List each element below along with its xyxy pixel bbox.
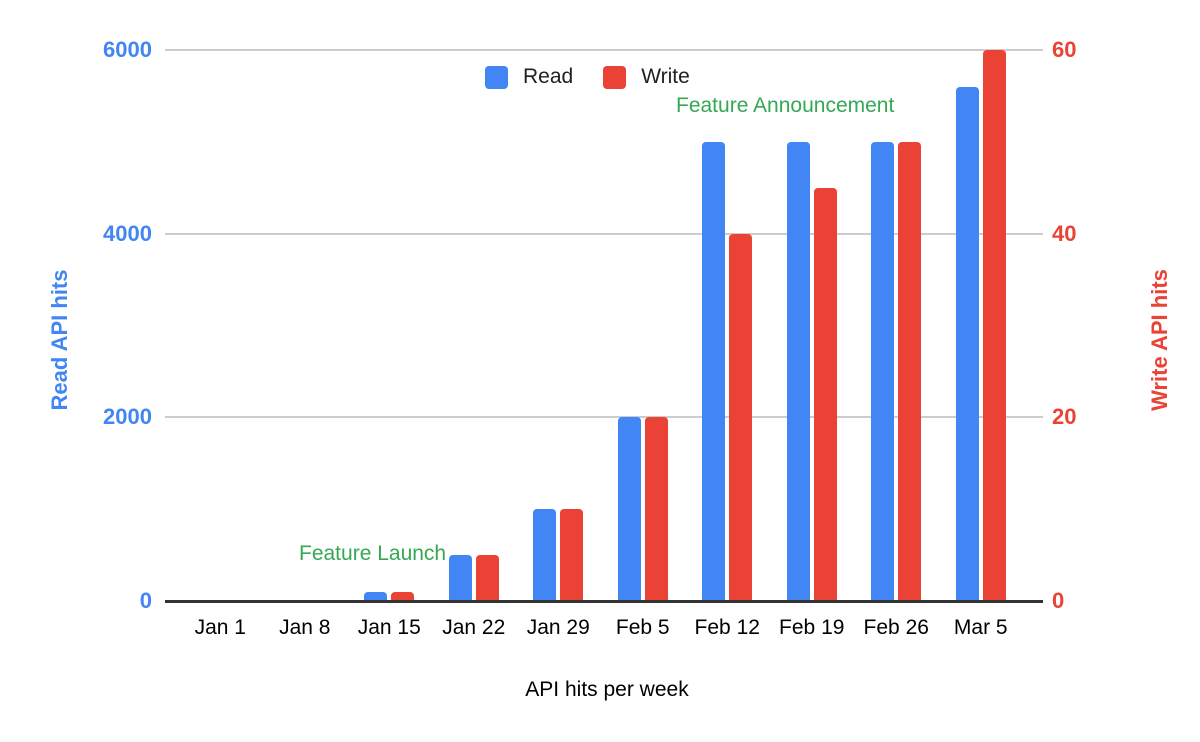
right-axis-title: Write API hits (1147, 269, 1172, 411)
bar-write-feb-26[interactable] (898, 141, 922, 601)
x-axis-tick-label: Mar 5 (953, 616, 1008, 639)
bar-write-feb-19[interactable] (813, 187, 837, 601)
bar-read-jan-15[interactable] (364, 591, 388, 601)
legend-label-read: Read (523, 65, 574, 88)
bar-read-feb-12[interactable] (702, 141, 726, 601)
bar-group-jan-22 (432, 50, 517, 601)
annotation-feature-launch: Feature Launch (299, 542, 447, 565)
right-axis-tick-label: 40 (1052, 220, 1077, 246)
left-axis-title: Read API hits (47, 269, 72, 411)
bar-group-mar-5 (939, 50, 1024, 601)
bar-group-feb-19 (770, 50, 855, 601)
bar-read-feb-5[interactable] (617, 417, 641, 601)
right-axis-tick-label: 60 (1052, 37, 1077, 62)
bar-group-jan-8 (263, 50, 348, 601)
bar-write-jan-15[interactable] (391, 591, 415, 601)
x-axis-tick-label: Jan 15 (357, 616, 421, 639)
read-series-swatch (485, 65, 508, 89)
gridline (165, 49, 1043, 51)
x-axis-baseline (165, 599, 1043, 603)
left-axis-tick-label: 0 (139, 588, 152, 613)
left-axis-tick-label: 6000 (103, 37, 152, 62)
bar-group-jan-29 (516, 50, 601, 601)
x-axis-tick-label: Feb 5 (615, 616, 670, 639)
x-axis-tick-label: Jan 29 (526, 616, 590, 639)
legend: Read Write (485, 65, 690, 89)
right-axis-tick-label: 20 (1052, 404, 1077, 430)
bar-read-mar-5[interactable] (955, 86, 979, 601)
x-axis-tick-label: Jan 22 (442, 616, 506, 639)
write-series-swatch (603, 65, 627, 89)
legend-item-read[interactable]: Read (485, 65, 573, 89)
annotation-feature-announcement: Feature Announcement (676, 94, 895, 117)
bar-read-jan-29[interactable] (533, 509, 557, 601)
bar-write-jan-29[interactable] (560, 509, 584, 601)
x-axis-tick-label: Jan 1 (194, 616, 246, 639)
gridline (165, 232, 1043, 235)
left-axis-tick-label: 2000 (103, 404, 152, 430)
x-axis-tick-label: Jan 8 (279, 616, 331, 639)
bar-read-feb-26[interactable] (871, 141, 895, 601)
bar-group-feb-5 (601, 50, 686, 601)
legend-label-write: Write (641, 65, 690, 88)
x-axis-tick-label: Feb 19 (779, 616, 845, 639)
bar-write-feb-5[interactable] (644, 417, 668, 601)
bar-write-mar-5[interactable] (982, 50, 1006, 601)
bar-read-jan-22[interactable] (448, 555, 472, 601)
gridline (165, 416, 1043, 419)
right-axis-tick-label: 0 (1052, 588, 1065, 613)
bar-group-jan-15 (347, 50, 432, 601)
bar-write-feb-12[interactable] (729, 233, 753, 601)
x-axis-tick-label: Feb 12 (694, 616, 760, 639)
bar-read-feb-19[interactable] (786, 141, 810, 601)
bar-group-feb-26 (854, 50, 939, 601)
bar-group-jan-1 (178, 50, 263, 601)
x-axis-tick-label: Feb 26 (863, 616, 929, 639)
legend-item-write[interactable]: Write (603, 65, 690, 89)
x-axis-title: API hits per week (525, 678, 689, 701)
left-axis-tick-label: 4000 (103, 220, 152, 246)
bar-write-jan-22[interactable] (475, 555, 499, 601)
bar-group-feb-12 (685, 50, 770, 601)
